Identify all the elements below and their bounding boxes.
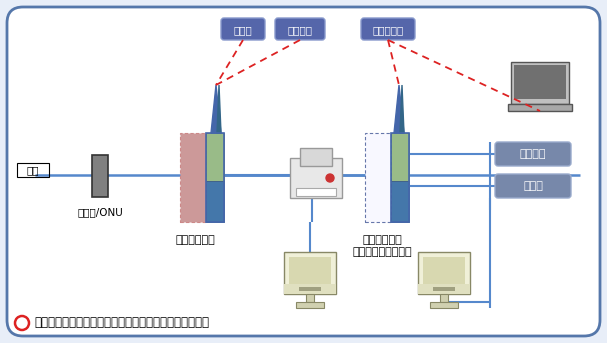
FancyBboxPatch shape [495, 142, 571, 166]
Text: テレビ: テレビ [523, 181, 543, 191]
Bar [511, 62, 569, 104]
Bar [180, 133, 206, 222]
Bar [306, 294, 314, 302]
Text: 無線ルーターに無線ルーター（ブリッジモード）を追加: 無線ルーターに無線ルーター（ブリッジモード）を追加 [34, 317, 209, 330]
Text: ゲーム機: ゲーム機 [288, 25, 313, 35]
Bar [206, 133, 224, 222]
Bar [423, 257, 465, 285]
Polygon shape [400, 85, 404, 133]
Text: 回線: 回線 [27, 165, 39, 175]
Bar [365, 133, 391, 222]
Bar [299, 287, 321, 291]
Bar [296, 302, 324, 308]
Polygon shape [394, 85, 404, 133]
Bar [17, 163, 49, 177]
Bar [433, 287, 455, 291]
Bar [508, 104, 572, 111]
FancyBboxPatch shape [7, 7, 600, 336]
Bar [418, 252, 470, 294]
FancyBboxPatch shape [221, 18, 265, 40]
Text: タブレット: タブレット [372, 25, 404, 35]
FancyBboxPatch shape [361, 18, 415, 40]
Text: モデム/ONU: モデム/ONU [77, 207, 123, 217]
Circle shape [326, 174, 334, 182]
Bar [296, 188, 336, 196]
Bar [284, 252, 336, 294]
Bar [284, 284, 336, 294]
Text: スマホ: スマホ [234, 25, 253, 35]
Bar [92, 155, 108, 197]
Bar [300, 148, 332, 166]
Bar [440, 294, 448, 302]
FancyBboxPatch shape [495, 174, 571, 198]
Bar [391, 181, 409, 222]
Text: 無線ルーター
（ブリッジモード）: 無線ルーター （ブリッジモード） [352, 235, 412, 257]
Bar [391, 133, 409, 181]
Bar [391, 133, 409, 222]
Polygon shape [217, 85, 221, 133]
Bar [514, 65, 566, 99]
FancyBboxPatch shape [275, 18, 325, 40]
Text: 無線ルーター: 無線ルーター [175, 235, 215, 245]
Text: ゲーム機: ゲーム機 [520, 149, 546, 159]
Bar [430, 302, 458, 308]
Bar [206, 133, 224, 181]
Bar [290, 158, 342, 198]
Polygon shape [211, 85, 221, 133]
Bar [206, 181, 224, 222]
Bar [289, 257, 331, 285]
Bar [418, 284, 470, 294]
